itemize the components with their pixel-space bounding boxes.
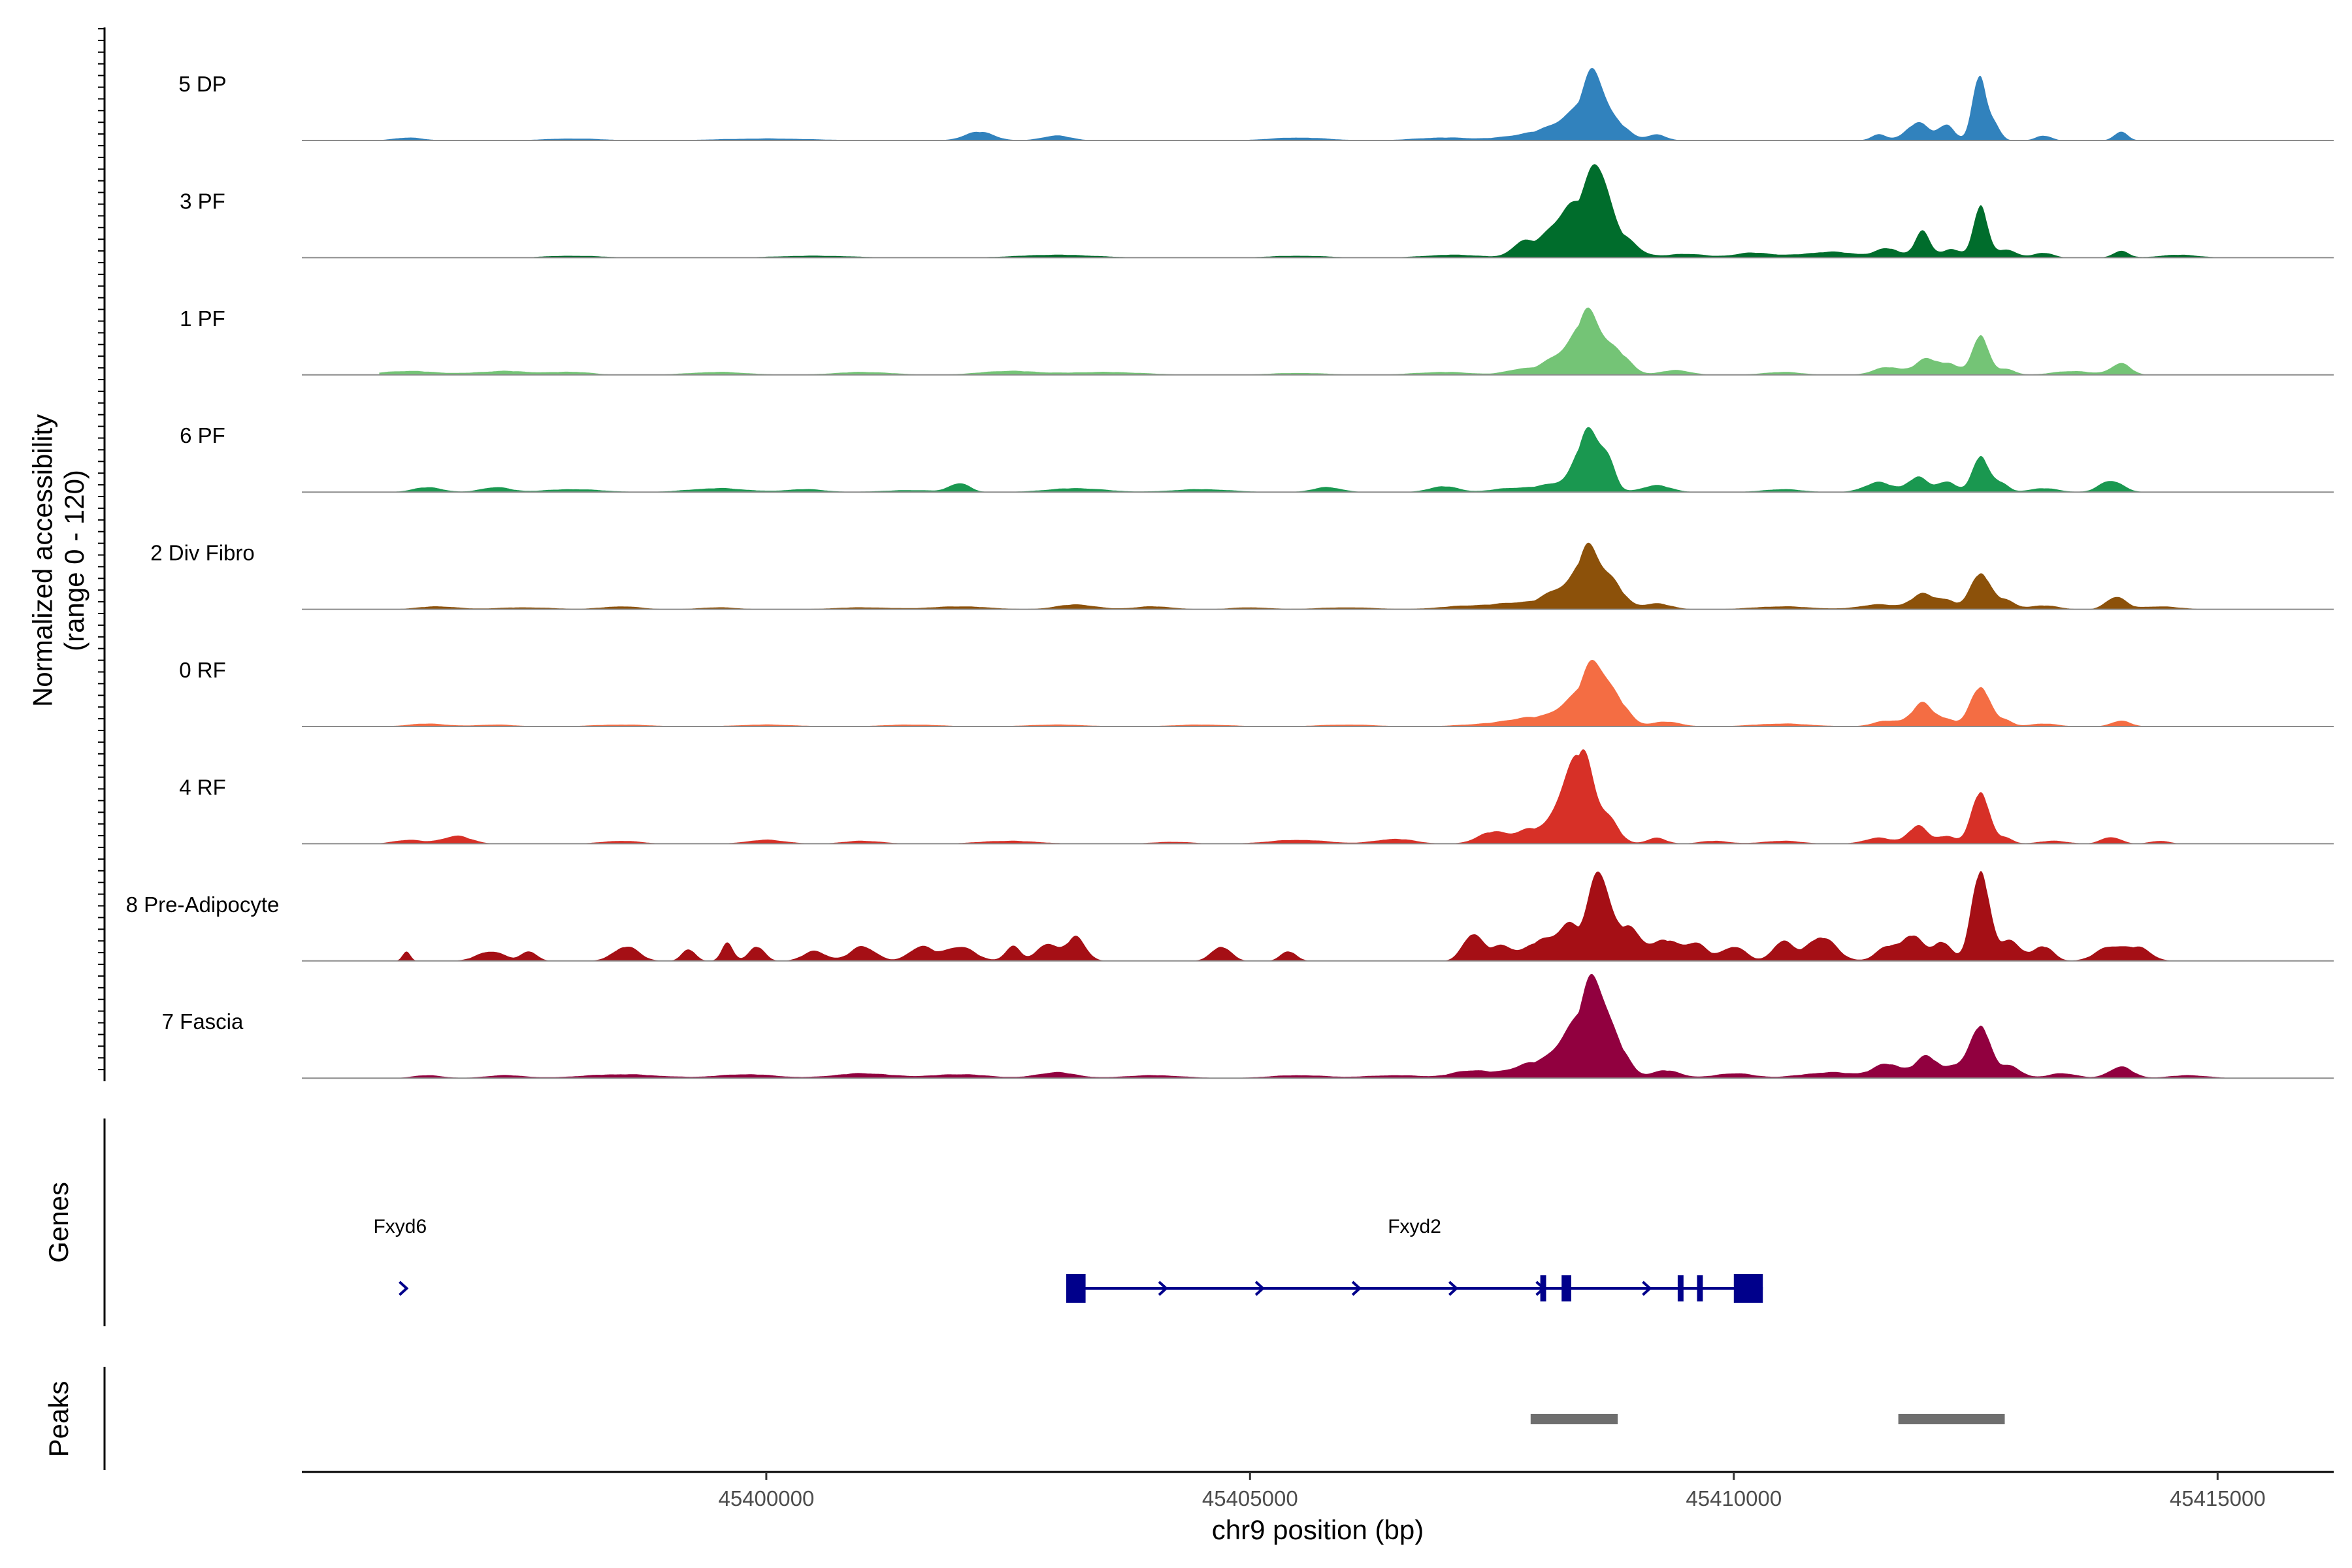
x-tick-label: 45405000 (1202, 1486, 1298, 1511)
gene-exon (1677, 1275, 1684, 1301)
genes-track-label: Genes (43, 1182, 74, 1263)
peak-track (1530, 1414, 2005, 1424)
gene-label: Fxyd6 (373, 1216, 427, 1237)
x-axis-ticks: 45400000 45405000 45410000 45415000 (718, 1472, 2266, 1511)
track-7-fascia: 7 Fascia (162, 973, 2334, 1079)
gene-label: Fxyd2 (1388, 1216, 1441, 1237)
track-label: 6 PF (180, 423, 225, 448)
x-tick-label: 45400000 (718, 1486, 814, 1511)
y-axis-title: Normalized accessibility(range 0 - 120) (27, 414, 90, 707)
track-2-div-fibro: 2 Div Fibro (150, 541, 2334, 610)
track-label: 2 Div Fibro (150, 541, 255, 565)
track-3-pf: 3 PF (180, 164, 2334, 259)
gene-exon (1697, 1275, 1703, 1301)
track-label: 3 PF (180, 189, 225, 213)
coverage-tracks: 5 DP 3 PF 1 PF 6 PF 2 Div Fibro 0 RF 4 RF 8 Pre… (126, 68, 2334, 1079)
strand-arrow-icon (1448, 1281, 1459, 1296)
track-label: 8 Pre-Adipocyte (126, 892, 280, 917)
peak-region (1898, 1414, 2005, 1424)
track-label: 0 RF (179, 658, 226, 682)
coverage-area (379, 871, 2170, 961)
track-8-pre-adipocyte: 8 Pre-Adipocyte (126, 871, 2334, 962)
track-4-rf: 4 RF (179, 749, 2334, 845)
track-label: 7 Fascia (162, 1009, 244, 1034)
track-0-rf: 0 RF (179, 658, 2334, 727)
x-axis-title: chr9 position (bp) (1212, 1514, 1424, 1545)
strand-arrow-icon (1066, 1281, 1077, 1296)
track-6-pf: 6 PF (180, 423, 2334, 493)
strand-arrow-icon (1535, 1281, 1546, 1296)
gene-fxyd6: Fxyd6 (373, 1216, 427, 1296)
y-axis (98, 27, 106, 1081)
gene-exon (1561, 1275, 1571, 1301)
strand-arrow-icon (1158, 1281, 1168, 1296)
coverage-area (379, 427, 2170, 493)
gene-fxyd2: Fxyd2 (1066, 1216, 1763, 1303)
x-tick-label: 45410000 (1686, 1486, 1782, 1511)
strand-arrow-icon (1642, 1281, 1652, 1296)
strand-arrow-icon (1351, 1281, 1362, 1296)
peaks-track-label: Peaks (43, 1381, 74, 1458)
track-label: 1 PF (180, 306, 225, 331)
x-tick-label: 45415000 (2170, 1486, 2266, 1511)
strand-arrow-icon (399, 1281, 409, 1296)
track-label: 4 RF (179, 775, 226, 799)
strand-arrow-icon (1254, 1281, 1266, 1296)
track-5-dp: 5 DP (178, 68, 2334, 141)
track-1-pf: 1 PF (180, 306, 2334, 376)
gene-exon (1733, 1274, 1763, 1303)
track-label: 5 DP (178, 72, 226, 96)
peak-region (1530, 1414, 1618, 1424)
gene-annotation-track: Fxyd6 Fxyd2 (373, 1216, 1763, 1303)
